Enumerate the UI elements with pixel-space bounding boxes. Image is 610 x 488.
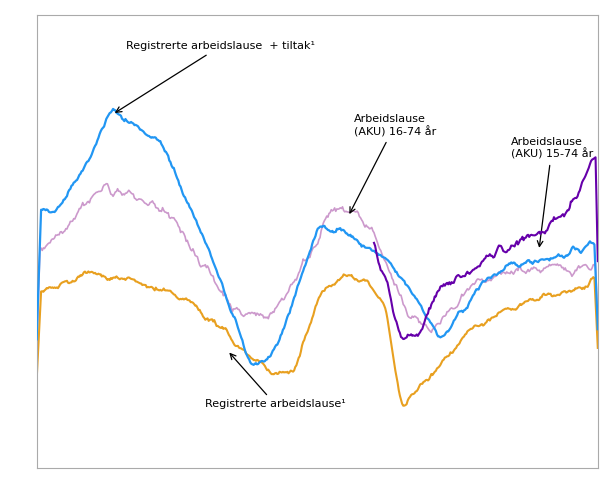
Text: Registrerte arbeidslause¹: Registrerte arbeidslause¹ xyxy=(205,354,346,409)
Text: Registrerte arbeidslause  + tiltak¹: Registrerte arbeidslause + tiltak¹ xyxy=(116,41,315,112)
Text: Arbeidslause
(AKU) 15-74 år: Arbeidslause (AKU) 15-74 år xyxy=(511,137,593,246)
Text: Arbeidslause
(AKU) 16-74 år: Arbeidslause (AKU) 16-74 år xyxy=(350,114,436,213)
